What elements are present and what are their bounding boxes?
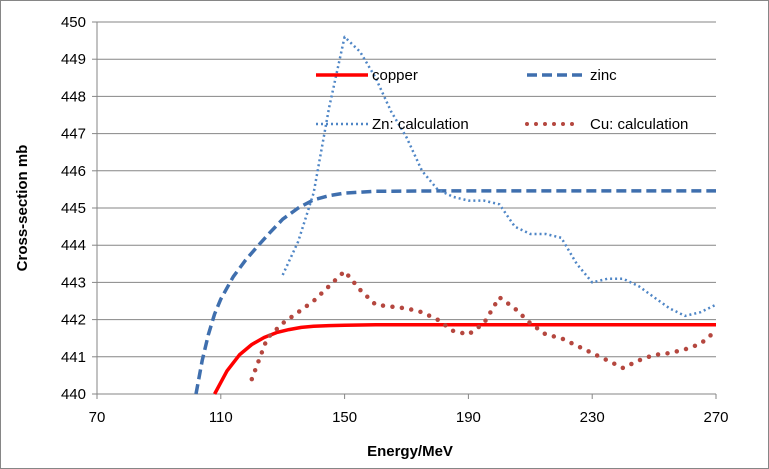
legend-label-cu-calculation: Cu: calculation	[590, 116, 688, 133]
y-tick-label-444: 444	[61, 237, 86, 254]
x-tick-label-110: 110	[209, 409, 233, 426]
legend-entry-cu-calculation: Cu: calculation	[525, 116, 688, 133]
y-tick-label-447: 447	[61, 126, 86, 143]
series-line-cu-calculation	[249, 268, 719, 382]
legend: copper zinc Zn: calculation Cu: calculat…	[316, 67, 688, 133]
series-line-zn-calculation	[281, 35, 717, 318]
x-tick-label-150: 150	[332, 409, 357, 426]
y-tick-label-440: 440	[61, 386, 86, 403]
series-line-copper	[213, 323, 716, 395]
y-tick-label-442: 442	[61, 312, 86, 329]
legend-label-zn-calculation: Zn: calculation	[372, 116, 469, 133]
y-axis-title: Cross-section mb	[14, 145, 31, 272]
legend-entry-zinc: zinc	[527, 67, 617, 84]
y-tick-label-445: 445	[61, 200, 86, 217]
y-tick-label-446: 446	[61, 163, 86, 180]
legend-entry-copper: copper	[316, 67, 418, 84]
legend-label-zinc: zinc	[590, 67, 617, 84]
x-tick-label-270: 270	[703, 409, 728, 426]
y-tick-label-448: 448	[61, 88, 86, 105]
x-tick-labels: 70 110 150 190 230 270	[89, 409, 729, 426]
legend-label-copper: copper	[372, 67, 418, 84]
gridlines	[97, 21, 716, 358]
x-tick-label-230: 230	[580, 409, 605, 426]
y-tick-labels: 440 441 442 443 444 445 446 447 448 449 450	[61, 14, 86, 403]
x-axis-title: Energy/MeV	[367, 443, 453, 460]
series-line-zinc	[194, 189, 716, 395]
legend-entry-zn-calculation: Zn: calculation	[316, 116, 469, 133]
x-tick-label-190: 190	[456, 409, 481, 426]
y-tick-label-441: 441	[61, 349, 86, 366]
axes	[92, 21, 717, 399]
y-tick-label-449: 449	[61, 51, 86, 68]
y-tick-label-443: 443	[61, 274, 86, 291]
y-tick-label-450: 450	[61, 14, 86, 31]
x-tick-label-70: 70	[89, 409, 106, 426]
series-layer	[194, 35, 719, 395]
